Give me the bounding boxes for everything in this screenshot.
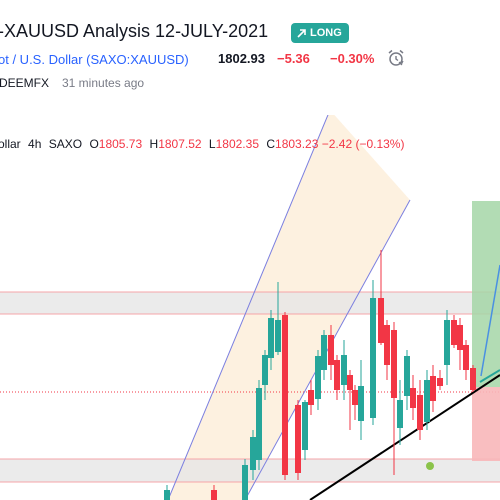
support-trendline bbox=[309, 374, 500, 500]
candle bbox=[430, 376, 436, 401]
stop-box bbox=[472, 387, 500, 461]
legend-high-label: H bbox=[149, 137, 159, 151]
candle bbox=[424, 380, 430, 422]
legend-exchange: SAXO bbox=[48, 137, 83, 151]
candle bbox=[341, 355, 347, 385]
legend-low-label: L bbox=[208, 137, 216, 151]
legend-low-value: 1802.35 bbox=[215, 137, 259, 151]
candle bbox=[242, 465, 248, 500]
price-chart[interactable] bbox=[0, 115, 500, 500]
legend-symbol[interactable]: ollar bbox=[0, 137, 21, 151]
candle bbox=[457, 325, 463, 350]
price-change-percent: −0.30% bbox=[330, 51, 375, 66]
event-marker bbox=[426, 462, 434, 470]
candle bbox=[378, 298, 384, 343]
target-box bbox=[472, 201, 500, 387]
candle bbox=[451, 320, 457, 345]
badge-label: LONG bbox=[310, 27, 342, 39]
symbol-name[interactable]: ot / U.S. Dollar bbox=[0, 52, 83, 67]
candle bbox=[437, 378, 443, 386]
candle bbox=[295, 405, 301, 473]
projection-line bbox=[480, 264, 500, 377]
candle bbox=[347, 375, 353, 390]
support-zone bbox=[0, 459, 500, 482]
candle bbox=[384, 325, 390, 365]
symbol-line: ot / U.S. Dollar (SAXO:XAUUSD) bbox=[0, 52, 189, 67]
legend-open-label: O bbox=[89, 137, 99, 151]
legend-interval[interactable]: 4h bbox=[28, 137, 42, 151]
alarm-clock-icon[interactable] bbox=[386, 48, 406, 68]
channel-upper-line bbox=[167, 115, 329, 500]
idea-header: -XAUUSD Analysis 12-JULY-2021 LONG ot / … bbox=[0, 0, 500, 115]
legend-close-label: C bbox=[266, 137, 276, 151]
candle bbox=[391, 330, 397, 398]
candle bbox=[308, 390, 314, 405]
publish-time: 31 minutes ago bbox=[62, 76, 145, 90]
legend-change: −2.42 (−0.13%) bbox=[321, 137, 405, 151]
candle bbox=[302, 402, 308, 450]
candle bbox=[404, 356, 410, 396]
candle bbox=[164, 490, 170, 500]
idea-title: -XAUUSD Analysis 12-JULY-2021 bbox=[0, 21, 269, 41]
candle bbox=[470, 368, 476, 390]
candle bbox=[370, 298, 376, 418]
candle bbox=[268, 318, 274, 358]
candle bbox=[352, 390, 358, 405]
legend-open-value: 1805.73 bbox=[98, 137, 143, 151]
candle bbox=[397, 400, 403, 428]
author-name[interactable]: DEEMFX bbox=[0, 76, 50, 90]
candle bbox=[250, 437, 256, 470]
candle bbox=[417, 395, 423, 430]
candle bbox=[211, 490, 217, 500]
arrow-up-right-icon bbox=[297, 28, 306, 38]
price-change: −5.36 bbox=[277, 51, 310, 66]
symbol-code[interactable]: (SAXO:XAUUSD) bbox=[86, 52, 189, 67]
candle bbox=[282, 315, 288, 475]
candle bbox=[256, 388, 262, 460]
legend-high-value: 1807.52 bbox=[158, 137, 202, 151]
long-badge[interactable]: LONG bbox=[291, 23, 349, 43]
candle bbox=[275, 320, 281, 352]
candle bbox=[334, 360, 340, 390]
candle bbox=[444, 320, 450, 365]
candle bbox=[410, 388, 416, 408]
legend-close-value: 1803.23 bbox=[275, 137, 319, 151]
ohlc-legend: ollar 4h SAXO O1805.73 H1807.52 L1802.35… bbox=[0, 137, 404, 151]
channel-lower-line bbox=[244, 199, 411, 500]
candle bbox=[315, 356, 321, 399]
candle bbox=[328, 335, 334, 365]
last-price: 1802.93 bbox=[218, 51, 265, 66]
candle bbox=[262, 355, 268, 385]
candle bbox=[463, 345, 469, 370]
candles bbox=[164, 250, 476, 500]
secondary-trendline bbox=[479, 369, 500, 383]
candle bbox=[321, 335, 327, 370]
candle bbox=[358, 386, 364, 421]
